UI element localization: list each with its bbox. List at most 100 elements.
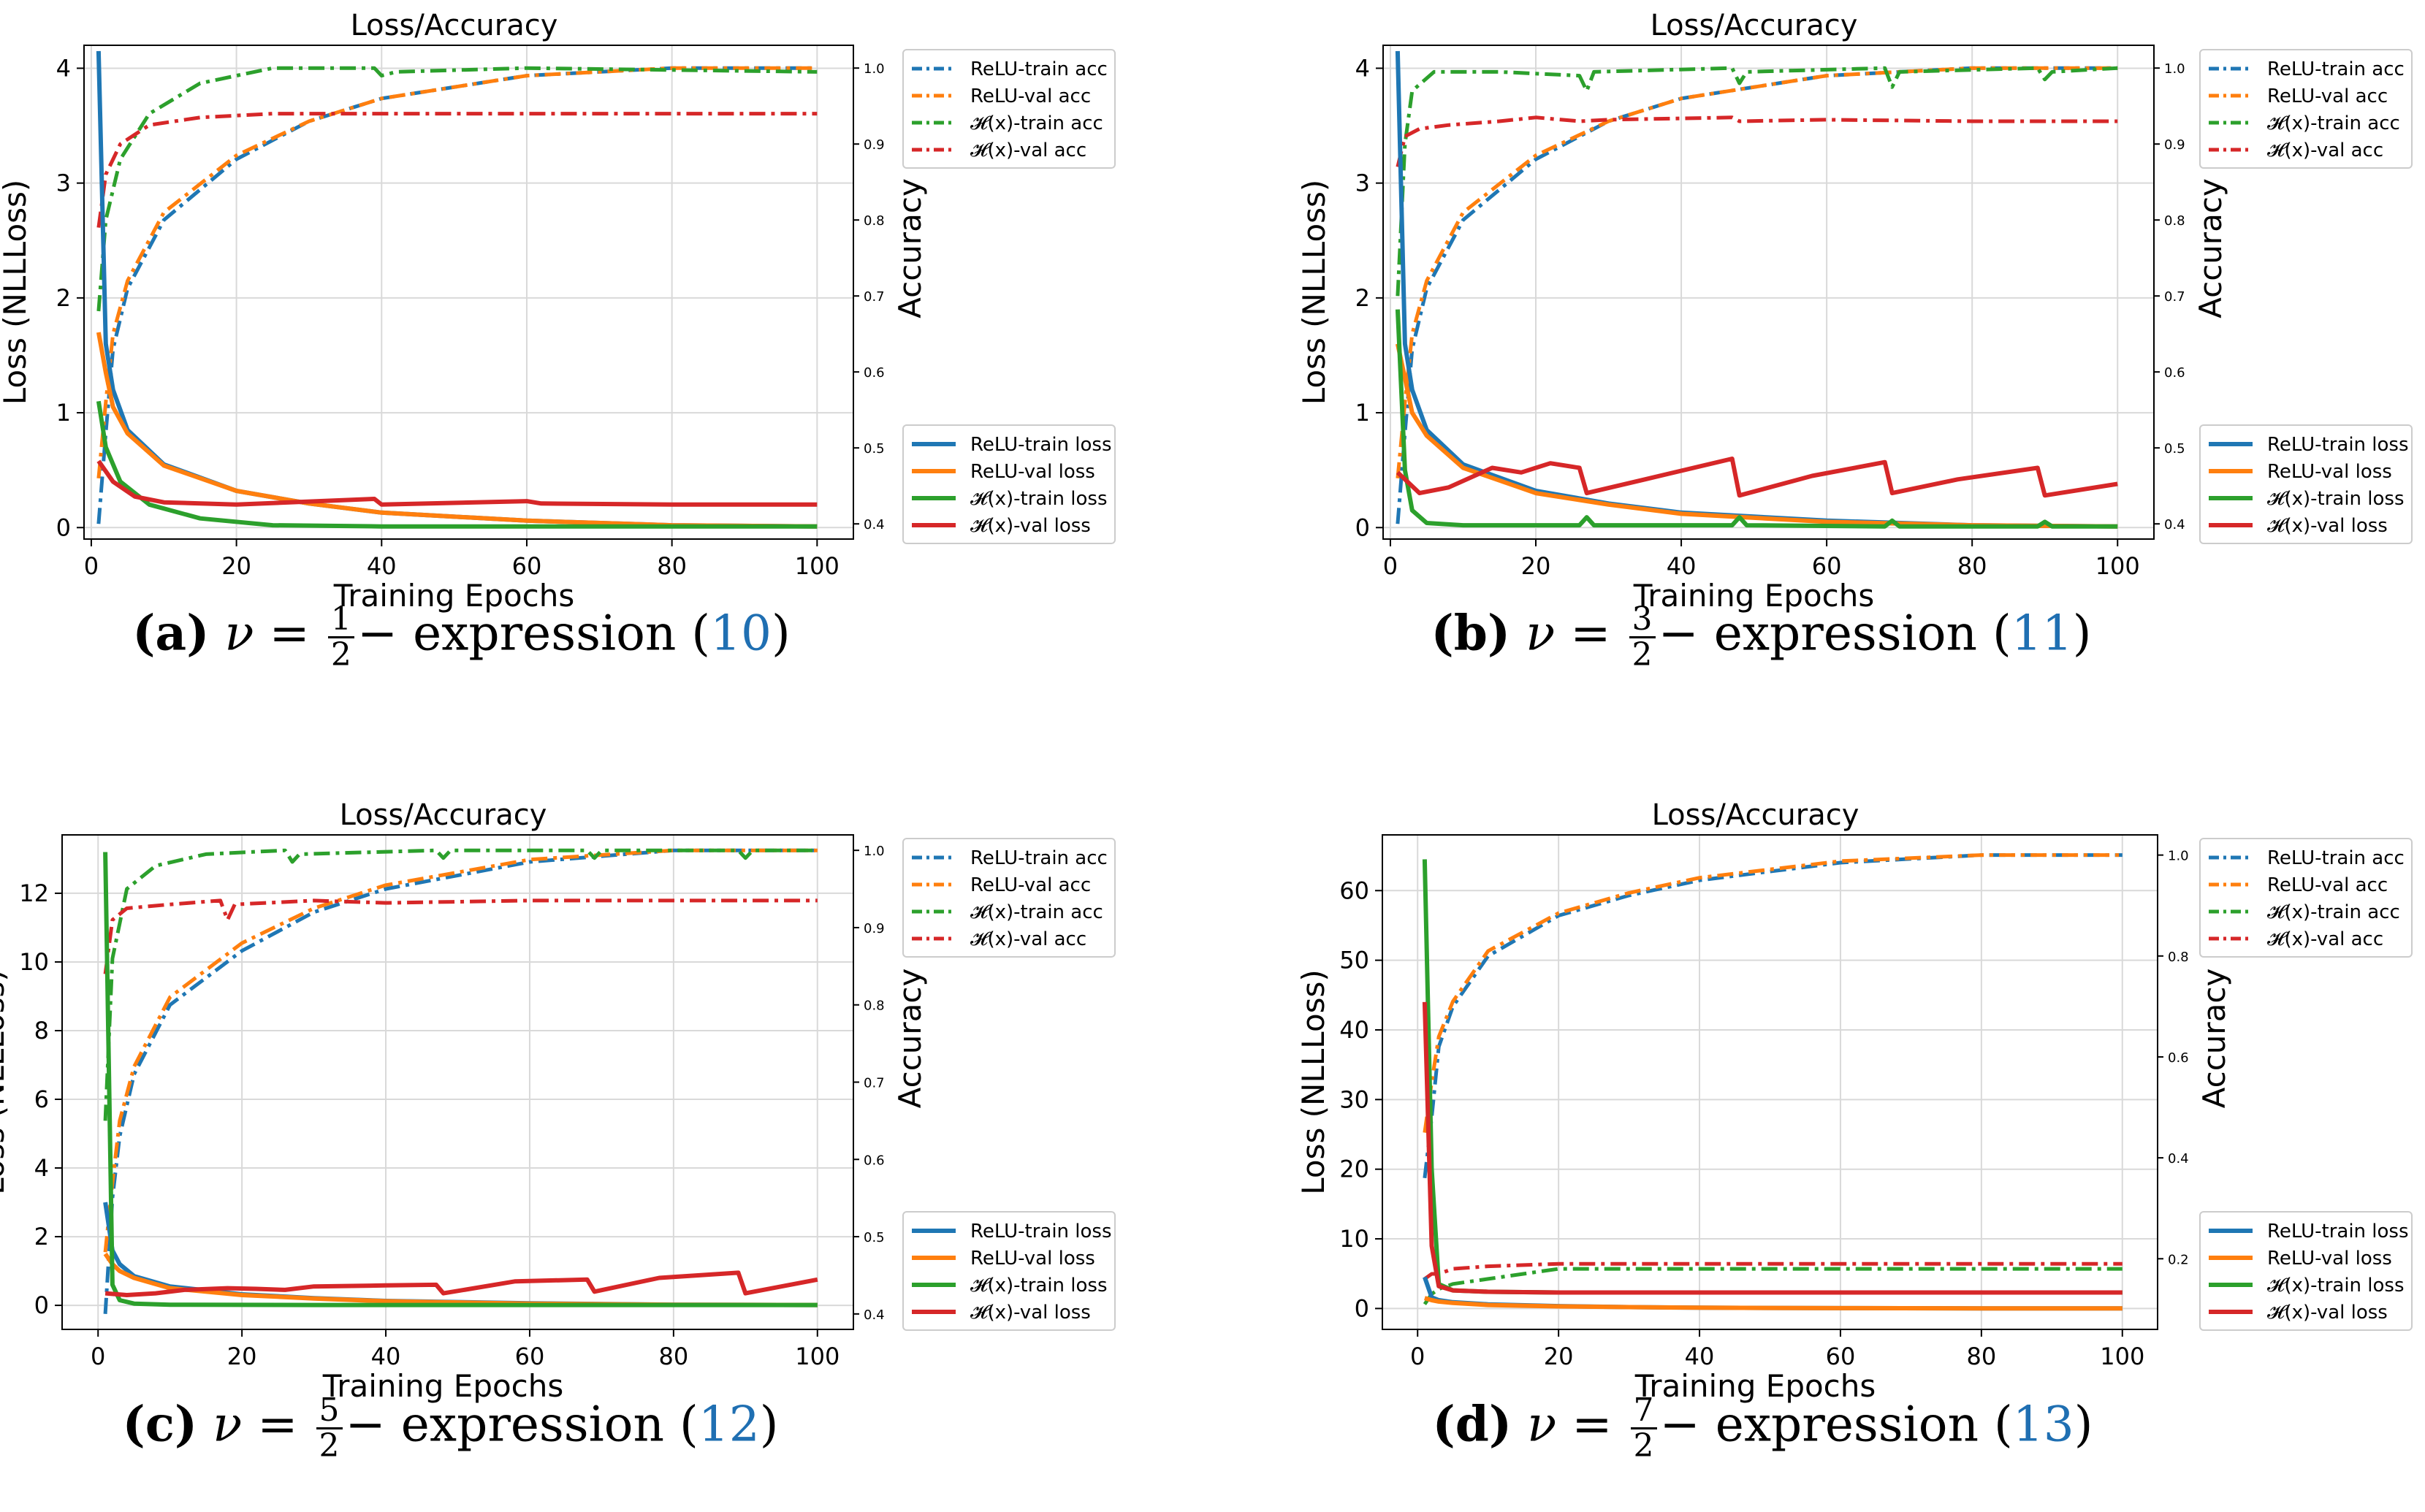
nu-symbol: ν: [213, 1396, 243, 1453]
equation-reference-link[interactable]: 10: [710, 605, 772, 662]
x-tick-label: 60: [512, 552, 542, 580]
legend-loss: ReLU-train loss ReLU-val loss 𝓗(x)-train l…: [2199, 424, 2413, 544]
x-tick-label: 0: [84, 552, 99, 580]
series-line-acc-1: [103, 848, 818, 1253]
y2-axis-label: Accuracy: [892, 178, 928, 318]
y2-tick-label: 0.5: [2164, 441, 2185, 457]
y-tick-label: 3: [56, 169, 71, 197]
series-line-acc-2: [96, 66, 818, 312]
y-tick-label: 1: [56, 399, 71, 427]
equation-reference-link[interactable]: 12: [698, 1396, 760, 1453]
x-tick-label: 100: [2095, 552, 2140, 580]
nu-denominator: 2: [330, 636, 351, 674]
y2-tick-label: 0.9: [2164, 137, 2185, 153]
legend-entry: ReLU-train loss: [970, 434, 1112, 456]
x-tick-label: 40: [1685, 1343, 1715, 1370]
nu-numerator: 1: [327, 602, 354, 639]
y2-tick-label: 1.0: [2168, 849, 2189, 864]
y-tick-label: 20: [1339, 1156, 1369, 1183]
caption-close: ): [759, 1396, 779, 1453]
nu-denominator: 2: [1633, 1427, 1654, 1465]
x-tick-label: 60: [1826, 1343, 1856, 1370]
series-line-acc-3: [96, 112, 818, 228]
series-line-loss-3: [96, 459, 818, 507]
x-axis-label: Training Epochs: [1634, 1368, 1876, 1404]
caption-text: − expression (: [357, 605, 711, 662]
plot-area: [1422, 853, 2123, 1311]
legend-loss: ReLU-train loss ReLU-val loss 𝓗(x)-train l…: [902, 424, 1116, 544]
series-line-acc-0: [1423, 853, 2123, 1179]
legend-entry: ReLU-val acc: [970, 85, 1091, 107]
x-tick-label: 60: [1812, 552, 1842, 580]
subfigure-caption: (a) ν = 1 2− expression (10): [132, 600, 791, 674]
equation-reference-link[interactable]: 13: [2012, 1396, 2074, 1453]
y2-tick-label: 1.0: [864, 844, 885, 859]
series-line-acc-2: [1396, 66, 2118, 297]
x-tick-label: 20: [221, 552, 251, 580]
y-tick-label: 4: [56, 54, 71, 82]
y-axis-label: Loss (NLLLoss): [0, 180, 33, 405]
series-line-loss-3: [1396, 457, 2118, 498]
y2-tick-label: 0.8: [2168, 950, 2189, 965]
legend-box: [902, 424, 1116, 544]
x-tick-label: 40: [367, 552, 397, 580]
series-line-acc-0: [96, 66, 818, 524]
legend-entry: 𝓗(x)-val acc: [2267, 928, 2383, 950]
x-tick-label: 20: [1544, 1343, 1574, 1370]
nu-numerator: 5: [316, 1393, 343, 1430]
y-tick-label: 0: [56, 513, 71, 541]
legend-entry: ReLU-val loss: [970, 1248, 1095, 1269]
y-tick-label: 0: [1355, 1294, 1369, 1322]
legend-entry: 𝓗(x)-val loss: [970, 1302, 1091, 1324]
legend-entry: ReLU-train acc: [2267, 847, 2405, 869]
series-line-acc-2: [103, 848, 818, 1121]
legend-entry: ReLU-val loss: [970, 461, 1095, 483]
nu-symbol: ν: [1526, 605, 1556, 662]
caption-label: (c): [122, 1395, 198, 1453]
y-tick-label: 2: [34, 1223, 49, 1251]
series-line-loss-2: [1422, 859, 2123, 1295]
legend-entry: ReLU-train acc: [970, 58, 1108, 80]
chart-panel-0: 0 20 40 60 80 100 0 1 2 3 4 0.4 0.5 0.6 0.7 0.8 0.9 1.0 Lo…: [0, 9, 1116, 614]
legend-entry: 𝓗(x)-train acc: [970, 112, 1103, 134]
series-line-loss-2: [96, 400, 818, 529]
legend-entry: ReLU-train acc: [970, 847, 1108, 869]
y-tick-label: 1: [1355, 399, 1370, 427]
y-tick-label: 0: [34, 1291, 49, 1319]
subfigure-caption: (b) ν = 3 2− expression (11): [1431, 600, 2092, 674]
series-line-acc-0: [1396, 66, 2118, 524]
series-line-loss-1: [1424, 1296, 2123, 1311]
y2-tick-label: 0.8: [864, 999, 885, 1014]
legend-accuracy: ReLU-train acc ReLU-val acc 𝓗(x)-train acc…: [902, 49, 1116, 169]
caption-label: (a): [132, 604, 210, 662]
y2-tick-label: 1.0: [2164, 61, 2185, 77]
x-tick-label: 20: [1521, 552, 1551, 580]
y-tick-label: 4: [1355, 54, 1370, 82]
caption-text: − expression (: [1658, 605, 2011, 662]
series-line-acc-1: [96, 66, 818, 479]
x-tick-label: 0: [91, 1343, 105, 1370]
chart-title: Loss/Accuracy: [351, 9, 558, 42]
y-tick-label: 10: [19, 948, 49, 976]
y2-tick-label: 0.9: [864, 137, 885, 153]
legend-entry: 𝓗(x)-train acc: [970, 901, 1103, 923]
legend-entry: ReLU-val acc: [2267, 85, 2388, 107]
y2-tick-label: 0.4: [2164, 517, 2185, 532]
caption-close: ): [2074, 1396, 2093, 1453]
legend-entry: ReLU-train loss: [2267, 1221, 2409, 1242]
legend-entry: 𝓗(x)-train loss: [970, 488, 1108, 510]
legend-box: [902, 838, 1116, 958]
series-line-acc-0: [103, 848, 818, 1314]
series-line-loss-2: [103, 852, 818, 1307]
y2-tick-label: 0.5: [864, 441, 885, 457]
equation-reference-link[interactable]: 11: [2011, 605, 2073, 662]
y2-axis-label: Accuracy: [892, 969, 928, 1109]
subfigure-caption: (d) ν = 7 2− expression (13): [1432, 1391, 2093, 1465]
y-axis-label: Loss (NLLLoss): [1295, 969, 1331, 1195]
x-tick-label: 80: [1967, 1343, 1997, 1370]
series-line-acc-1: [1423, 853, 2123, 1133]
legend-entry: 𝓗(x)-val loss: [2267, 515, 2388, 537]
y2-tick-label: 0.7: [2164, 289, 2185, 305]
